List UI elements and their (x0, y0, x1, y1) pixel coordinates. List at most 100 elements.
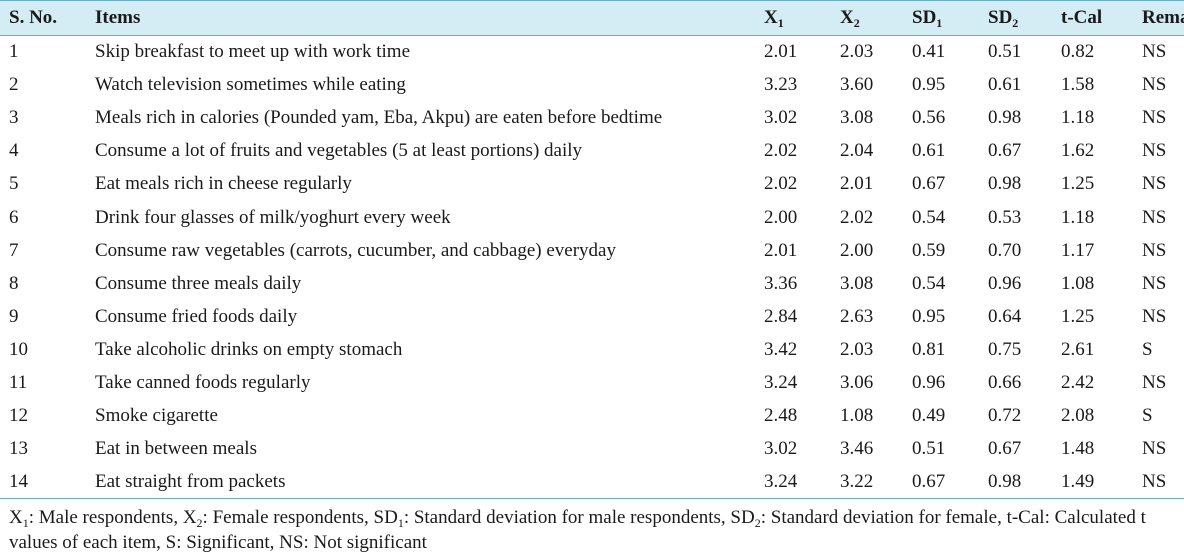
header-sd2-sub: 2 (1012, 16, 1019, 30)
cell-x1: 3.23 (764, 74, 798, 96)
cell-remark: S (1142, 338, 1153, 360)
cell-remark: NS (1142, 140, 1167, 162)
cell-sd1: 0.67 (905, 465, 983, 500)
footnote-text: : Female respondents, SD (202, 507, 398, 529)
cell-item: Consume a lot of fruits and vegetables (… (95, 140, 583, 162)
cell-item: Consume three meals daily (95, 272, 302, 294)
cell-x2: 3.22 (833, 465, 905, 500)
cell-item: Meals rich in calories (Pounded yam, Eba… (95, 107, 663, 129)
table-row: 9 Consume fried foods daily 2.84 2.63 0.95 0.… (0, 300, 1184, 333)
cell-sd2: 0.61 (988, 74, 1022, 96)
cell-item: Eat straight from packets (93, 465, 758, 500)
cell-x1: 3.02 (764, 107, 798, 129)
cell-remark: NS (1142, 107, 1167, 129)
cell-x2: 2.01 (840, 173, 874, 195)
cell-remark: NS (1142, 41, 1167, 63)
table-row: 11 Take canned foods regularly 3.24 3.06 0.9… (0, 366, 1184, 399)
table-footnote: X1: Male respondents, X2: Female respond… (0, 499, 1179, 555)
cell-x1: 2.84 (764, 305, 798, 327)
cell-sno: 14 (0, 465, 93, 500)
cell-x2: 2.03 (840, 41, 874, 63)
header-x1: X1 (758, 0, 833, 36)
cell-sno: 2 (9, 74, 19, 96)
cell-remark: NS (1142, 438, 1167, 460)
cell-sd2: 0.64 (988, 305, 1022, 327)
cell-tcal: 1.58 (1061, 74, 1095, 96)
cell-x2: 2.02 (840, 206, 874, 228)
cell-tcal: 1.08 (1061, 272, 1095, 294)
table-row: 12 Smoke cigarette 2.48 1.08 0.49 0.72 2.08 S (0, 400, 1184, 433)
cell-sno: 9 (9, 305, 19, 327)
cell-x1: 3.02 (764, 438, 798, 460)
cell-sd1: 0.56 (912, 107, 946, 129)
cell-x1: 2.02 (764, 140, 798, 162)
table-row: 6 Drink four glasses of milk/yoghurt ever… (0, 201, 1184, 234)
cell-item: Smoke cigarette (95, 405, 218, 427)
cell-sd2: 0.72 (988, 405, 1022, 427)
cell-x2: 2.00 (840, 239, 874, 261)
cell-sno: 3 (9, 107, 19, 129)
cell-sd1: 0.54 (912, 272, 946, 294)
cell-sd2: 0.96 (988, 272, 1022, 294)
header-sd1-base: SD (912, 7, 937, 28)
header-sd2: SD2 (983, 0, 1054, 36)
cell-sno: 6 (9, 206, 19, 228)
header-sd1: SD1 (905, 0, 983, 36)
cell-x2: 1.08 (840, 405, 874, 427)
cell-sno: 1 (9, 41, 19, 63)
cell-tcal: 2.61 (1061, 338, 1095, 360)
cell-x1: 3.24 (758, 465, 833, 500)
cell-x1: 2.48 (764, 405, 798, 427)
header-x2: X2 (833, 0, 905, 36)
cell-remark: NS (1142, 173, 1167, 195)
cell-item: Skip breakfast to meet up with work time (95, 41, 411, 63)
header-sd2-base: SD (988, 7, 1013, 28)
table-row: 2 Watch television sometimes while eating… (0, 69, 1184, 102)
cell-sd2: 0.98 (983, 465, 1054, 500)
header-x1-base: X (764, 7, 778, 28)
cell-sd2: 0.67 (988, 438, 1022, 460)
cell-remark: NS (1134, 465, 1184, 500)
footnote-text: : Standard deviation for male respondent… (403, 507, 755, 529)
cell-sd1: 0.95 (912, 305, 946, 327)
table-row: 5 Eat meals rich in cheese regularly 2.02 2… (0, 168, 1184, 201)
cell-x2: 3.46 (840, 438, 874, 460)
cell-x1: 2.00 (764, 206, 798, 228)
cell-sd1: 0.49 (912, 405, 946, 427)
cell-tcal: 1.25 (1061, 173, 1095, 195)
cell-sd1: 0.95 (912, 74, 946, 96)
table-row: 3 Meals rich in calories (Pounded yam, Eb… (0, 102, 1184, 135)
cell-x2: 2.03 (840, 338, 874, 360)
cell-x2: 2.04 (840, 140, 874, 162)
cell-x1: 2.01 (764, 41, 798, 63)
cell-sno: 4 (9, 140, 19, 162)
cell-sd1: 0.41 (912, 41, 946, 63)
cell-sd1: 0.59 (912, 239, 946, 261)
cell-remark: S (1142, 405, 1153, 427)
cell-sd2: 0.67 (988, 140, 1022, 162)
table-row: 13 Eat in between meals 3.02 3.46 0.51 0.67 1.… (0, 433, 1184, 466)
table-row: 7 Consume raw vegetables (carrots, cucumb… (0, 234, 1184, 267)
table-header-row: S. No. Items X1 X2 SD1 SD2 t-Cal Remark (0, 0, 1184, 36)
cell-item: Drink four glasses of milk/yoghurt every… (95, 206, 451, 228)
table-row: 14 Eat straight from packets 3.24 3.22 0.67 0… (0, 465, 1184, 500)
cell-sd1: 0.51 (912, 438, 946, 460)
cell-x1: 2.01 (764, 239, 798, 261)
cell-remark: NS (1142, 305, 1167, 327)
cell-x2: 3.08 (840, 272, 874, 294)
cell-sd2: 0.98 (988, 173, 1022, 195)
cell-remark: NS (1142, 74, 1167, 96)
cell-sd1: 0.54 (912, 206, 946, 228)
cell-tcal: 1.18 (1061, 206, 1095, 228)
cell-sd1: 0.67 (912, 173, 946, 195)
cell-sno: 7 (9, 239, 19, 261)
cell-tcal: 2.08 (1061, 405, 1095, 427)
footnote-text: : Standard deviation for female, t-Cal: … (9, 507, 1146, 554)
footnote-subscript: 2 (754, 516, 761, 531)
cell-sd2: 0.51 (988, 41, 1022, 63)
cell-sd2: 0.75 (988, 338, 1022, 360)
cell-item: Consume fried foods daily (95, 305, 298, 327)
footnote-text: X (9, 507, 23, 529)
cell-tcal: 1.25 (1061, 305, 1095, 327)
cell-sd2: 0.53 (988, 206, 1022, 228)
